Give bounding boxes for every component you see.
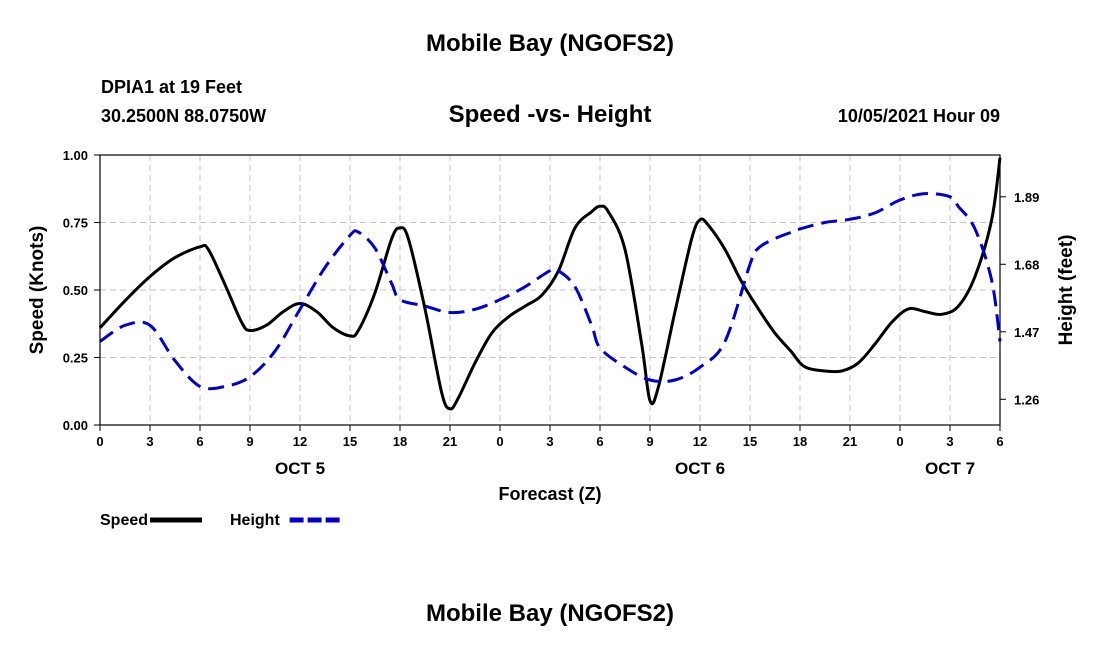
x-axis-title: Forecast (Z) [498, 484, 601, 504]
series-line-speed [98, 157, 1002, 411]
y-tick-label: 0.50 [63, 283, 88, 298]
x-tick-label: 3 [546, 434, 553, 449]
legend-label-height: Height [230, 512, 280, 529]
series-lines [98, 157, 1002, 411]
station-coordinates: 30.2500N 88.0750W [101, 106, 267, 126]
chart-title: Speed -vs- Height [448, 101, 652, 128]
x-tick-label: 6 [596, 434, 603, 449]
forecast-timestamp: 10/05/2021 Hour 09 [837, 106, 1000, 126]
y2-tick-label: 1.26 [1014, 392, 1039, 407]
y2-tick-label: 1.68 [1014, 257, 1039, 272]
date-label: OCT 5 [275, 459, 325, 478]
x-tick-label: 12 [693, 434, 707, 449]
x-tick-label: 0 [896, 434, 903, 449]
x-tick-label: 3 [146, 434, 153, 449]
y2-tick-label: 1.47 [1014, 325, 1039, 340]
x-tick-label: 0 [496, 434, 503, 449]
bottom-title: Mobile Bay (NGOFS2) [425, 600, 675, 627]
date-label: OCT 7 [925, 459, 975, 478]
axis-ticks [94, 154, 1006, 431]
x-tick-label: 6 [996, 434, 1003, 449]
axis-labels: 0 3 6 9 12 15 18 21 0 3 6 9 12 15 18 21 0 3 6 0.00 0.25 0.50 0… [27, 148, 1077, 504]
top-title: Mobile Bay (NGOFS2) [425, 30, 675, 57]
y-tick-label: 1.00 [63, 148, 88, 163]
x-tick-label: 21 [843, 434, 857, 449]
date-label: OCT 6 [675, 459, 725, 478]
y2-tick-label: 1.89 [1014, 190, 1039, 205]
series-line-height [99, 191, 1002, 391]
station-name: DPIA1 at 19 Feet [101, 77, 243, 97]
x-tick-label: 21 [443, 434, 457, 449]
x-tick-label: 6 [196, 434, 203, 449]
x-tick-label: 15 [743, 434, 757, 449]
y-tick-label: 0.75 [63, 216, 88, 231]
x-tick-label: 9 [246, 434, 253, 449]
y-tick-label: 0.25 [63, 351, 88, 366]
grid-lines [100, 155, 1000, 425]
x-tick-label: 0 [96, 434, 103, 449]
x-tick-label: 3 [946, 434, 953, 449]
x-tick-label: 15 [343, 434, 357, 449]
legend-label-speed: Speed [100, 512, 148, 529]
x-tick-label: 18 [793, 434, 807, 449]
y-axis-title: Speed (Knots) [27, 226, 48, 355]
x-tick-label: 18 [393, 434, 407, 449]
y-tick-label: 0.00 [63, 418, 88, 433]
y2-axis-title: Height (feet) [1056, 235, 1077, 346]
legend: Speed Height [100, 512, 342, 529]
x-tick-label: 12 [293, 434, 307, 449]
x-tick-label: 9 [646, 434, 653, 449]
